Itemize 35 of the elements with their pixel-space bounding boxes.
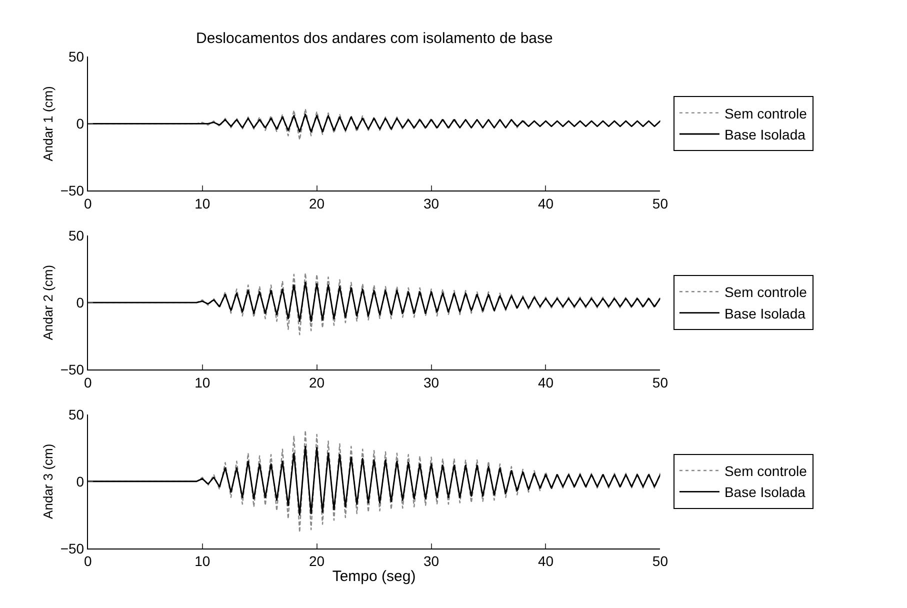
- legend-label: Base Isolada: [724, 484, 806, 500]
- y-axis-title: Andar 1 (cm): [40, 86, 56, 162]
- x-tick-label: 30: [423, 553, 440, 570]
- y-tick-label: 0: [76, 116, 84, 132]
- y-tick-label: 50: [68, 48, 84, 65]
- x-axis-title: Tempo (seg): [332, 568, 416, 586]
- legend-label: Sem controle: [724, 462, 808, 479]
- x-tick-label: 10: [194, 553, 210, 570]
- legend-label: Sem controle: [724, 105, 808, 122]
- x-tick-label: 10: [194, 374, 210, 390]
- legend-label: Sem controle: [724, 284, 808, 300]
- x-tick-label: 40: [538, 196, 554, 212]
- y-tick-label: 50: [68, 227, 84, 244]
- x-tick-label: 10: [194, 196, 210, 212]
- y-tick-label: 50: [68, 406, 84, 422]
- x-tick-label: 40: [538, 553, 554, 570]
- y-axis-title: Andar 3 (cm): [40, 444, 56, 519]
- x-tick-label: 50: [652, 374, 668, 390]
- x-tick-label: 40: [538, 374, 554, 390]
- x-tick-label: 30: [423, 196, 440, 212]
- y-tick-label: −50: [60, 182, 84, 199]
- legend-label: Base Isolada: [724, 126, 806, 142]
- x-tick-label: 20: [309, 196, 325, 212]
- chart-title: Deslocamentos dos andares com isolamento de base: [196, 30, 553, 47]
- y-axis-title: Andar 2 (cm): [40, 264, 56, 340]
- y-tick-label: 0: [76, 294, 84, 310]
- y-tick-label: −50: [60, 361, 84, 378]
- y-tick-label: 0: [76, 473, 84, 490]
- x-tick-label: 20: [309, 553, 325, 570]
- x-tick-label: 30: [423, 374, 440, 390]
- x-tick-label: 20: [309, 374, 325, 390]
- legend-label: Base Isolada: [724, 305, 806, 322]
- x-tick-label: 50: [652, 553, 668, 570]
- x-tick-label: 50: [652, 196, 668, 212]
- y-tick-label: −50: [60, 540, 84, 556]
